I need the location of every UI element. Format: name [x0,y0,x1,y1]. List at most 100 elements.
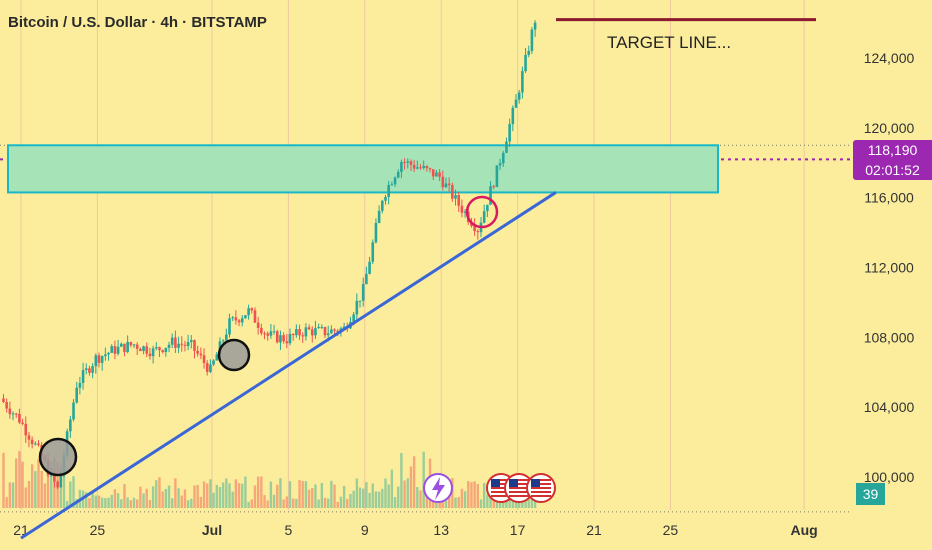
volume-bar [260,476,263,508]
candle-body [447,183,451,185]
candle-body [78,382,82,388]
candle-body [237,320,241,323]
candle [209,359,212,374]
volume-bar [397,486,400,508]
volume-bar [422,451,425,508]
candle [393,176,397,187]
candle [425,165,429,172]
volume-bar [342,485,346,508]
volume-bar [438,499,441,508]
candle [527,45,531,58]
candle-body [431,169,435,177]
candle [263,331,266,340]
candle [81,362,85,390]
candle [454,189,457,206]
volume-bar [279,478,282,508]
volume-bar [288,481,292,508]
volume-bar [311,488,314,508]
candle [371,239,375,265]
candle [193,339,196,359]
candle-body [11,413,15,415]
candle [94,353,98,374]
bar-countdown-tag: 02:01:52 [853,160,932,180]
volume-bar [50,462,53,508]
volume-bar [183,489,187,508]
candle-body [425,166,429,169]
candle-body [84,368,88,371]
candle [365,266,368,285]
candle-body [170,337,174,345]
candle-body [250,308,254,311]
candle-body [336,330,340,333]
volume-bar [228,483,231,508]
candle [310,326,314,343]
candle [161,349,164,354]
candle-body [107,352,110,355]
volume-bar [432,500,435,508]
candle [148,347,152,360]
x-tick-label: Aug [790,522,817,538]
candle [396,169,400,179]
volume-bar [161,491,164,508]
volume-bar [72,476,75,508]
candle [78,376,82,395]
flag-stripe [531,495,551,497]
volume-bar [21,461,24,508]
volume-bar [457,497,460,508]
x-tick-label: 25 [663,522,679,538]
volume-bar [221,482,225,508]
candle [463,208,467,218]
candle [508,118,511,147]
candle-body [384,196,387,201]
volume-bar [234,479,238,508]
candle [186,334,190,351]
volume-bar [116,493,120,508]
volume-bar [511,501,515,508]
candle-body [285,341,289,344]
candle [473,218,476,236]
candle [231,315,234,322]
candle [202,348,206,369]
candle-body [164,347,168,353]
volume-bar [158,477,161,508]
volume-bar [352,490,355,508]
candle-body [244,315,247,319]
candle-body [291,334,295,336]
volume-bar [346,498,349,508]
volume-bar [460,488,464,508]
candle-body [533,22,537,30]
candle [314,320,317,339]
volume-bar [164,488,168,508]
flag-stripe [509,491,529,493]
volume-bar [129,500,133,508]
candle [384,194,387,205]
flag-stripe [531,491,551,493]
volume-bar [43,483,47,508]
volume-bar [358,487,362,508]
candle [295,324,298,338]
candle-body [288,334,292,344]
candle-body [5,402,8,409]
volume-bar [266,500,269,508]
volume-bar [5,497,8,508]
candle-body [403,162,406,164]
candle-body [174,337,177,348]
candle [116,339,120,356]
volume-bar [139,486,142,508]
candle [304,323,308,341]
candle [282,332,285,344]
candle-body [387,185,390,197]
flag-stripe [491,495,511,497]
candle [307,324,311,330]
volume-bar [326,498,330,508]
candle [403,158,406,170]
x-tick-label: 17 [510,522,526,538]
candle-body [110,346,114,353]
volume-bar [123,484,126,508]
candle-body [368,261,371,274]
candle [151,345,155,364]
candle [492,184,496,190]
candle [317,323,320,329]
candle [139,347,142,352]
